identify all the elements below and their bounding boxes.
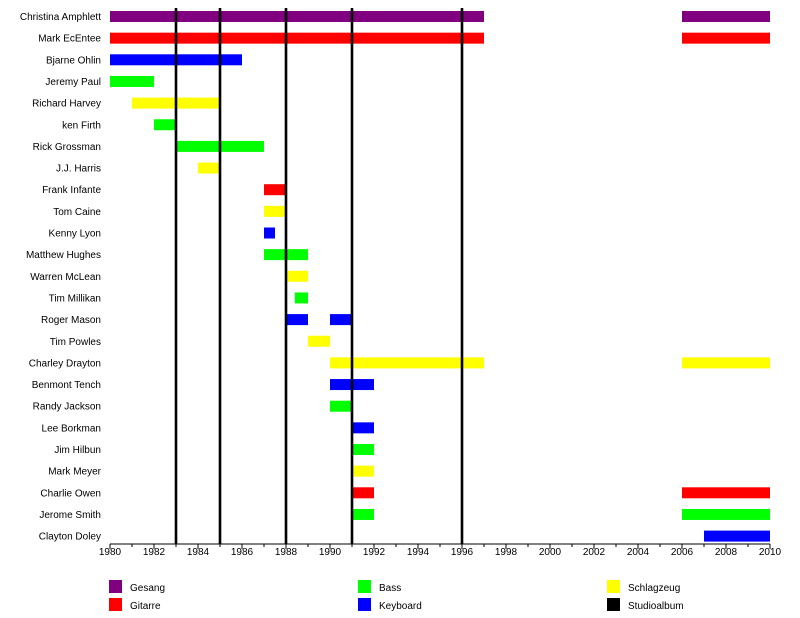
x-tick-label-1986: 1986	[231, 547, 254, 558]
bar-jerome-smith-2	[682, 508, 770, 520]
bar-jim-hilbun-1	[352, 444, 374, 455]
member-label-jerome-smith: Jerome Smith	[39, 510, 101, 521]
bar-jeremy-paul-1	[110, 75, 154, 87]
x-tick-label-2008: 2008	[715, 547, 738, 558]
member-label-charlie-owen: Charlie Owen	[40, 488, 101, 499]
legend-label-keyboard: Keyboard	[379, 601, 422, 612]
x-tick-label-1984: 1984	[187, 547, 210, 558]
legend-label-gitarre: Gitarre	[130, 601, 161, 612]
bar-christina-amphlett-1	[110, 11, 484, 22]
member-label-bjarne-ohlin: Bjarne Ohlin	[46, 55, 101, 66]
x-axis: 1980 1982 1984 1986 1988 1990 1992 1994 1996 1998…	[99, 543, 782, 558]
legend-swatch-schlagzeug	[607, 580, 620, 593]
bar-roger-mason-1	[286, 314, 308, 326]
member-label-tim-powles: Tim Powles	[50, 337, 101, 348]
member-label-roger-mason: Roger Mason	[41, 315, 101, 326]
member-label-jeremy-paul: Jeremy Paul	[45, 77, 101, 88]
legend-swatch-keyboard	[358, 598, 371, 611]
member-label-warren-mclean: Warren McLean	[30, 272, 101, 283]
bar-mark-ecentee-1	[110, 32, 484, 44]
member-label-benmont-tench: Benmont Tench	[32, 380, 101, 391]
legend-label-schlagzeug: Schlagzeug	[628, 583, 680, 594]
legend-swatch-gesang	[109, 580, 122, 593]
x-tick-label-1994: 1994	[407, 547, 430, 558]
bar-mark-meyer-1	[352, 465, 374, 477]
x-tick-label-1988: 1988	[275, 547, 298, 558]
bar-charlie-owen-2	[682, 487, 770, 499]
member-label-kenny-lyon: Kenny Lyon	[49, 229, 101, 240]
bar-frank-infante-1	[264, 184, 286, 196]
bar-christina-amphlett-2	[682, 11, 770, 22]
member-bars	[110, 11, 770, 542]
member-label-ken-firth: ken Firth	[62, 120, 101, 131]
bar-mark-ecentee-2	[682, 32, 770, 44]
bar-tim-powles-1	[308, 335, 330, 347]
bar-ken-firth-1	[154, 119, 176, 131]
bar-roger-mason-2	[330, 314, 352, 326]
x-tick-label-2000: 2000	[539, 547, 562, 558]
bar-j-j-harris-1	[198, 162, 220, 174]
bar-tom-caine-1	[264, 205, 286, 217]
bar-kenny-lyon-1	[264, 227, 275, 239]
x-tick-label-1980: 1980	[99, 547, 122, 558]
member-label-matthew-hughes: Matthew Hughes	[26, 250, 101, 261]
bar-warren-mclean-1	[286, 270, 308, 282]
x-tick-label-1990: 1990	[319, 547, 342, 558]
bar-clayton-doley-1	[704, 530, 770, 542]
legend: Gesang Gitarre Bass Keyboard Schlagzeug Studi…	[109, 580, 684, 612]
bar-charley-drayton-1	[330, 357, 484, 369]
member-label-tom-caine: Tom Caine	[53, 207, 101, 218]
member-labels: Christina Amphlett Mark EcEntee Bjarne Ohl…	[20, 12, 102, 543]
member-label-jim-hilbun: Jim Hilbun	[54, 445, 101, 456]
member-label-christina-amphlett: Christina Amphlett	[20, 12, 101, 23]
member-label-lee-borkman: Lee Borkman	[42, 423, 101, 434]
bar-lee-borkman-1	[352, 422, 374, 434]
x-tick-label-1996: 1996	[451, 547, 474, 558]
legend-label-gesang: Gesang	[130, 583, 165, 594]
member-label-mark-ecentee: Mark EcEntee	[38, 34, 101, 45]
bar-randy-jackson-1	[330, 400, 352, 412]
member-label-richard-harvey: Richard Harvey	[32, 99, 101, 110]
member-label-charley-drayton: Charley Drayton	[29, 358, 101, 369]
x-tick-label-1982: 1982	[143, 547, 166, 558]
x-tick-label-1992: 1992	[363, 547, 386, 558]
x-tick-label-2010: 2010	[759, 547, 782, 558]
member-label-clayton-doley: Clayton Doley	[39, 532, 101, 543]
x-tick-label-2006: 2006	[671, 547, 694, 558]
member-label-j-j-harris: J.J. Harris	[56, 164, 101, 175]
bar-charley-drayton-2	[682, 357, 770, 369]
studio-album-lines	[174, 8, 464, 544]
bar-charlie-owen-1	[352, 487, 374, 499]
member-label-mark-meyer: Mark Meyer	[48, 467, 101, 478]
member-label-rick-grossman: Rick Grossman	[33, 142, 101, 153]
member-label-frank-infante: Frank Infante	[42, 185, 101, 196]
member-label-randy-jackson: Randy Jackson	[33, 402, 101, 413]
x-tick-label-1998: 1998	[495, 547, 518, 558]
member-label-tim-millikan: Tim Millikan	[49, 293, 101, 304]
legend-label-bass: Bass	[379, 583, 401, 594]
legend-swatch-bass	[358, 580, 371, 593]
bar-tim-millikan-1	[294, 292, 308, 304]
bar-jerome-smith-1	[352, 508, 374, 520]
legend-swatch-gitarre	[109, 598, 122, 611]
x-tick-label-2004: 2004	[627, 547, 650, 558]
legend-label-studioalbum: Studioalbum	[628, 601, 684, 612]
legend-swatch-studioalbum	[607, 598, 620, 611]
x-tick-label-2002: 2002	[583, 547, 606, 558]
